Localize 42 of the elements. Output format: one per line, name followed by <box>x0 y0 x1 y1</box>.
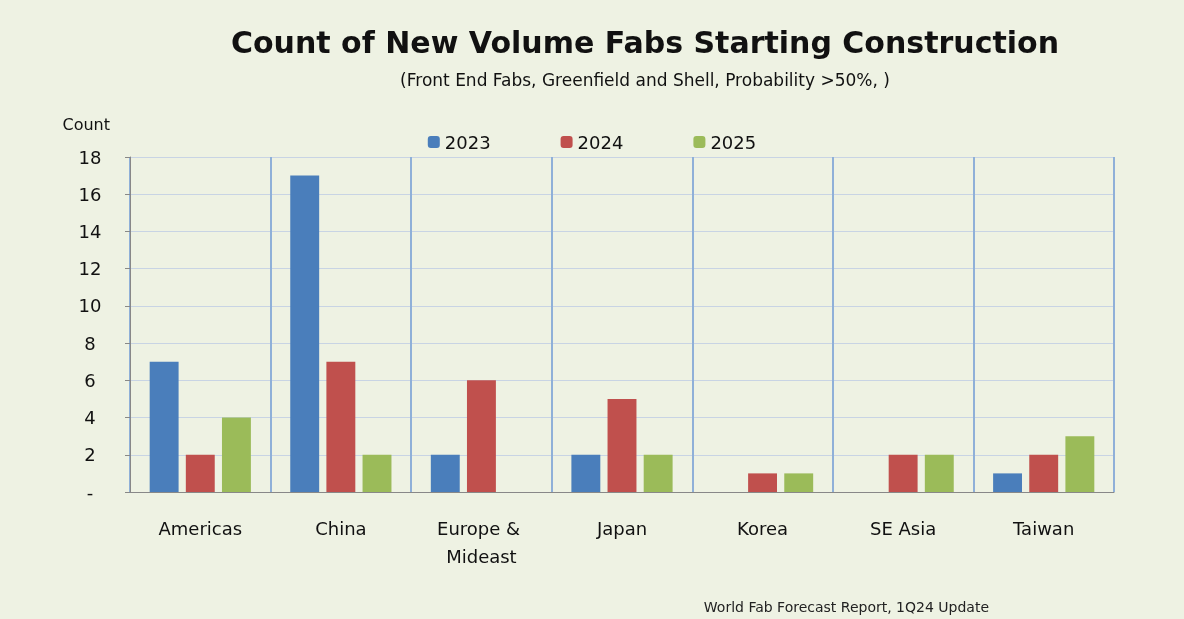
chart-title: Count of New Volume Fabs Starting Construction <box>230 24 1060 60</box>
y-tick-label: 2 <box>84 444 96 466</box>
y-tick-label: - <box>86 481 94 503</box>
bar <box>888 454 918 492</box>
x-tick-label: SE Asia <box>870 517 937 539</box>
bar <box>784 473 814 492</box>
y-tick-label: 6 <box>84 369 96 391</box>
bar <box>290 175 320 492</box>
x-tick-label: Taiwan <box>1012 517 1075 539</box>
y-tick-label: 8 <box>84 332 96 354</box>
bar <box>748 473 778 492</box>
y-axis-title: Count <box>62 114 110 134</box>
bar <box>149 361 179 492</box>
y-tick-label: 12 <box>78 258 102 280</box>
bar <box>326 361 356 492</box>
y-tick-label: 10 <box>78 295 102 317</box>
bar <box>185 454 215 492</box>
x-tick-label: Europe & Mideast <box>437 517 526 567</box>
y-tick-label: 18 <box>78 146 102 168</box>
bar <box>993 473 1023 492</box>
legend-label: 2024 <box>577 131 624 153</box>
bar <box>221 417 251 492</box>
legend-label: 2025 <box>710 131 757 153</box>
bar <box>924 454 954 492</box>
y-tick-label: 16 <box>78 183 102 205</box>
bar <box>430 454 460 492</box>
x-tick-label: China <box>315 517 367 539</box>
bar <box>466 380 496 492</box>
y-tick-label: 4 <box>84 407 96 429</box>
text: World Fab Forecast Report, 1Q24 Update <box>703 599 990 615</box>
x-tick-label: Korea <box>737 517 789 539</box>
bar <box>607 398 637 492</box>
bar <box>362 454 392 492</box>
chart-subtitle: (Front End Fabs, Greenfield and Shell, Probability >50%, ) <box>400 69 890 90</box>
bar <box>571 454 601 492</box>
x-tick-label: Americas <box>158 517 243 539</box>
legend-label: 2023 <box>444 131 491 153</box>
bar <box>1065 436 1095 492</box>
y-tick-label: 14 <box>78 220 102 242</box>
bar <box>1029 454 1059 492</box>
bar <box>643 454 673 492</box>
x-tick-label: Japan <box>595 517 648 539</box>
